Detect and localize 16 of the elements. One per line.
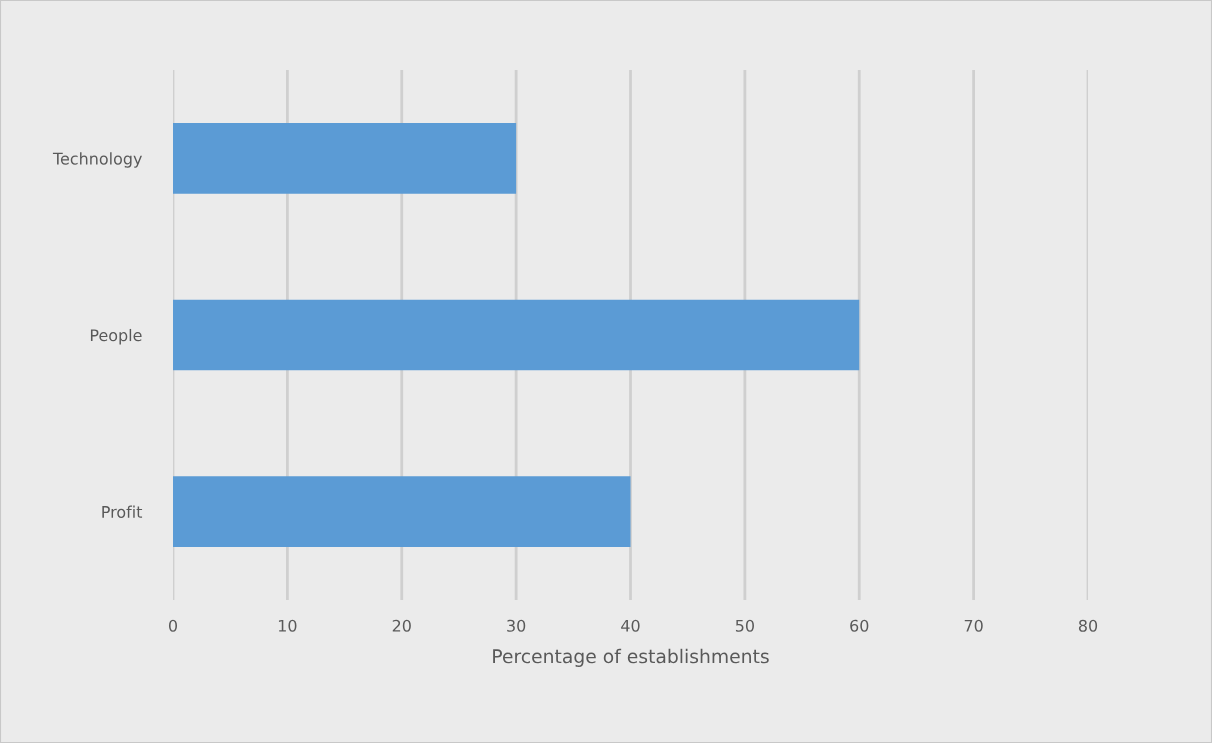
x-tick-label: 30	[507, 619, 526, 632]
bar	[173, 299, 860, 371]
x-tick-label: 60	[850, 619, 869, 632]
x-tick-label: 40	[621, 619, 640, 632]
x-tick-label: 0	[168, 619, 178, 632]
x-tick-label: 80	[1078, 619, 1098, 632]
y-tick-label: Technology	[52, 152, 142, 168]
bar	[173, 476, 631, 547]
y-tick-label: Profit	[102, 505, 143, 518]
bar	[173, 123, 517, 194]
x-tick-label: 20	[392, 619, 411, 632]
y-tick-label: People	[90, 328, 142, 345]
x-tick-label: 10	[278, 619, 297, 632]
x-tick-label: 70	[964, 619, 983, 632]
x-tick-label: 50	[735, 619, 754, 632]
x-axis-title: Percentage of establishments	[493, 648, 769, 667]
